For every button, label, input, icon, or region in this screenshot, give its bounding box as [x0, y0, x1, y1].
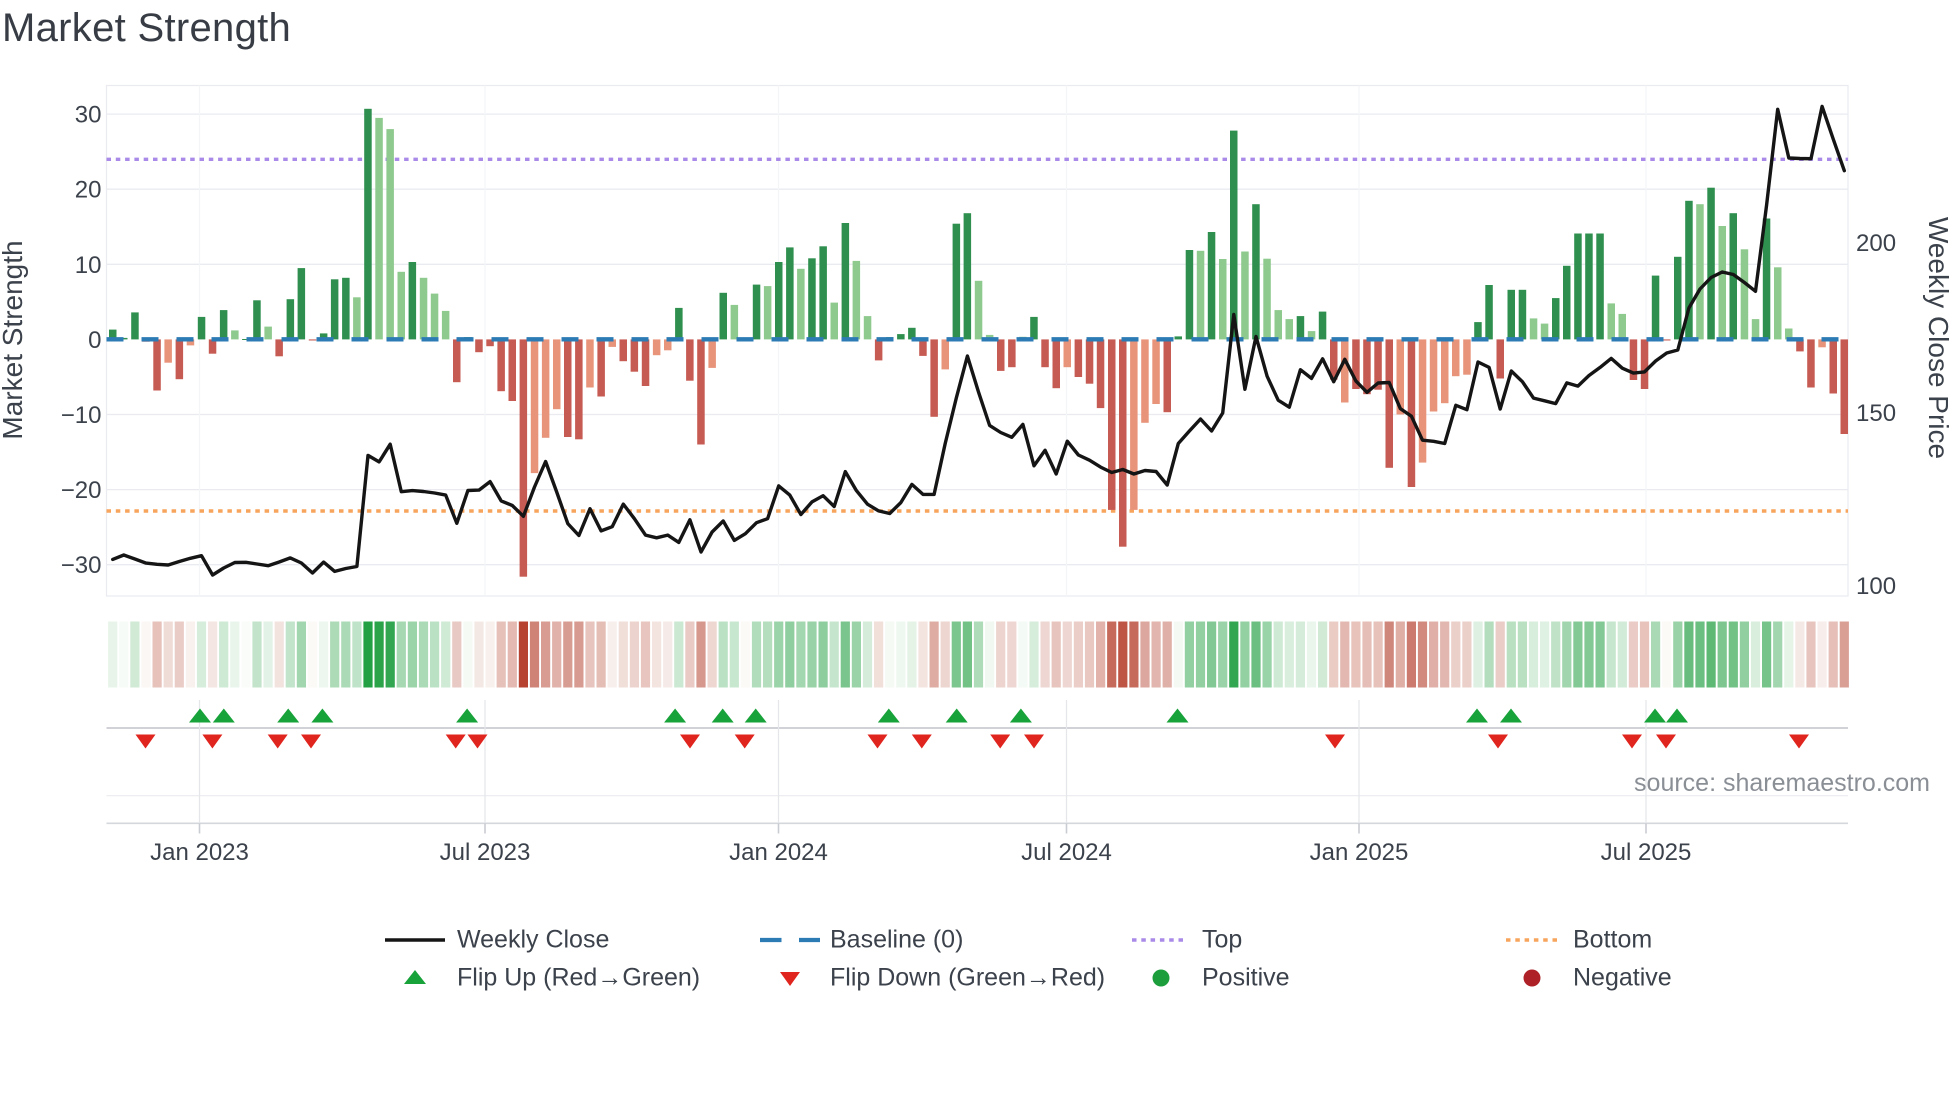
svg-text:20: 20 — [75, 177, 102, 204]
svg-text:Flip Up (Red→Green): Flip Up (Red→Green) — [457, 964, 700, 992]
svg-text:source: sharemaestro.com: source: sharemaestro.com — [1634, 769, 1930, 797]
svg-text:Baseline (0): Baseline (0) — [830, 926, 963, 954]
svg-text:Positive: Positive — [1202, 964, 1290, 992]
svg-text:30: 30 — [75, 102, 102, 129]
svg-text:Jan 2025: Jan 2025 — [1310, 839, 1409, 866]
svg-text:Jul 2023: Jul 2023 — [440, 839, 531, 866]
svg-text:0: 0 — [88, 327, 101, 354]
svg-text:Flip Down (Green→Red): Flip Down (Green→Red) — [830, 964, 1105, 992]
svg-text:Jul 2025: Jul 2025 — [1601, 839, 1692, 866]
svg-text:Weekly Close Price: Weekly Close Price — [1923, 217, 1954, 459]
svg-text:Bottom: Bottom — [1573, 926, 1652, 954]
svg-text:−20: −20 — [61, 477, 102, 504]
svg-text:−30: −30 — [61, 552, 102, 579]
svg-text:Jul 2024: Jul 2024 — [1021, 839, 1112, 866]
svg-text:Jan 2023: Jan 2023 — [150, 839, 249, 866]
svg-text:−10: −10 — [61, 402, 102, 429]
svg-text:150: 150 — [1856, 400, 1896, 427]
svg-text:200: 200 — [1856, 230, 1896, 257]
svg-text:10: 10 — [75, 252, 102, 279]
svg-text:Top: Top — [1202, 926, 1242, 954]
svg-text:Market Strength: Market Strength — [0, 240, 28, 439]
svg-text:Weekly Close: Weekly Close — [457, 926, 609, 954]
svg-text:Jan 2024: Jan 2024 — [729, 839, 828, 866]
svg-text:Negative: Negative — [1573, 964, 1672, 992]
svg-text:100: 100 — [1856, 573, 1896, 600]
svg-text:Market Strength: Market Strength — [2, 6, 291, 50]
